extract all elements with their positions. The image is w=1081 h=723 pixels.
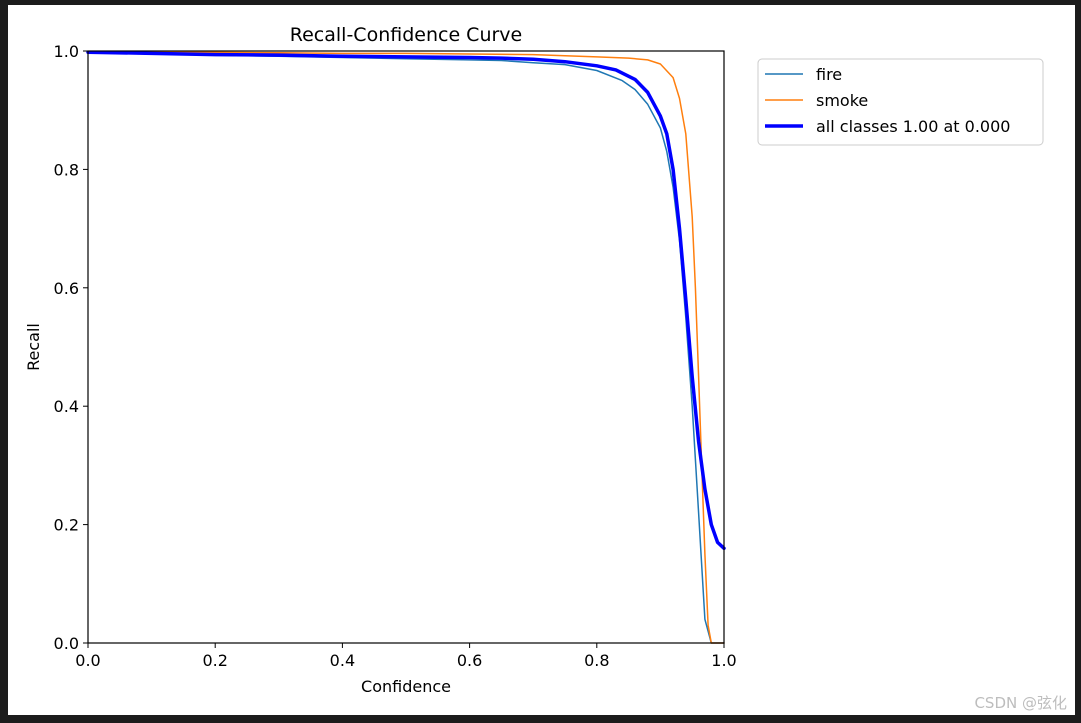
x-tick-label: 0.2 [202,651,227,670]
series-line-0 [87,51,725,644]
recall-confidence-chart: Recall-Confidence Curve 0.0 0.2 0.4 0.6 0.8 1… [24,24,1044,696]
chart-figure: Recall-Confidence Curve 0.0 0.2 0.4 0.6 0.8 1… [8,5,1075,715]
chart-title: Recall-Confidence Curve [290,24,522,46]
x-tick-label: 0.8 [584,651,609,670]
series-line-1 [87,50,725,644]
plot-frame [87,50,725,644]
series-layer [86,50,726,644]
legend-box [757,58,1044,146]
y-tick-label: 0.6 [54,279,79,298]
chart-legend: fire smoke all classes 1.00 at 0.000 [757,58,1044,146]
watermark: CSDN @弦化 [974,694,1067,712]
legend-label-0: fire [816,65,842,84]
x-tick-label: 0.6 [457,651,482,670]
x-tick-label: 0.0 [75,651,100,670]
series-line-2 [86,50,726,551]
legend-label-2: all classes 1.00 at 0.000 [816,117,1010,136]
y-tick-label: 0.0 [54,634,79,653]
y-axis-label: Recall [24,323,43,371]
legend-label-1: smoke [816,91,868,110]
y-tick-label: 0.8 [54,160,79,179]
y-tick-label: 0.4 [54,397,79,416]
y-tick-label: 1.0 [54,42,79,61]
x-axis-label: Confidence [361,677,451,696]
ticks-layer: 0.0 0.2 0.4 0.6 0.8 1.0 0.0 0.2 0.4 0.6 0.8 1.0 [54,42,737,670]
x-tick-label: 0.4 [330,651,355,670]
y-tick-label: 0.2 [54,516,79,535]
x-tick-label: 1.0 [711,651,736,670]
